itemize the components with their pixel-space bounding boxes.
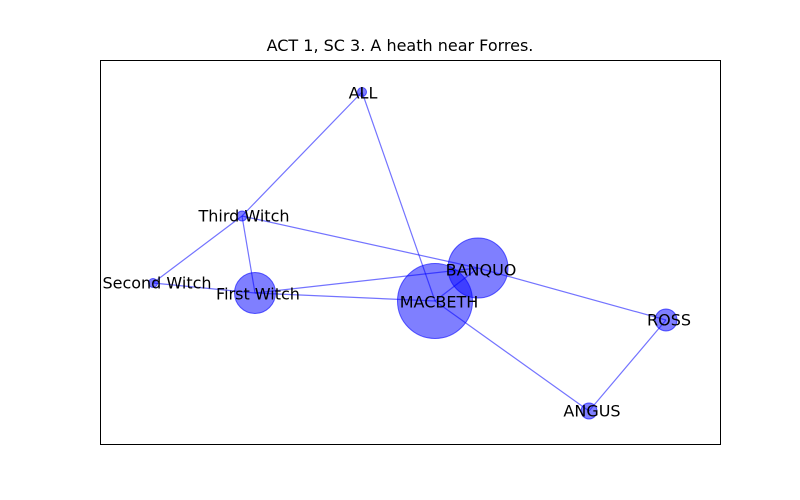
edge-ross-angus (588, 319, 667, 412)
node-ross (654, 308, 678, 332)
node-first (234, 272, 276, 314)
node-label-third: Third Witch (197, 207, 289, 226)
label-layer: ALL Third Witch Second Witch First Witch BAN… (102, 84, 691, 421)
node-label-ross: ROSS (647, 311, 691, 330)
node-label-second: Second Witch (102, 274, 211, 293)
node-label-angus: ANGUS (563, 402, 620, 421)
edge-third-banquo (241, 215, 479, 269)
node-third (236, 210, 248, 222)
node-macbeth (397, 263, 473, 339)
diagram-title: ACT 1, SC 3. A heath near Forres. (266, 36, 534, 55)
edge-layer (152, 91, 667, 412)
node-label-first: First Witch (216, 285, 300, 304)
node-label-macbeth: MACBETH (400, 293, 479, 312)
node-label-banquo: BANQUO (446, 261, 517, 280)
edge-all-third (241, 91, 363, 217)
plot-frame (100, 60, 721, 445)
node-angus (580, 402, 598, 420)
node-second (148, 278, 158, 288)
node-layer (148, 87, 678, 420)
edge-banquo-ross (477, 267, 667, 321)
edge-third-second (152, 215, 243, 284)
node-label-all: ALL (349, 84, 378, 103)
node-all (357, 87, 367, 97)
